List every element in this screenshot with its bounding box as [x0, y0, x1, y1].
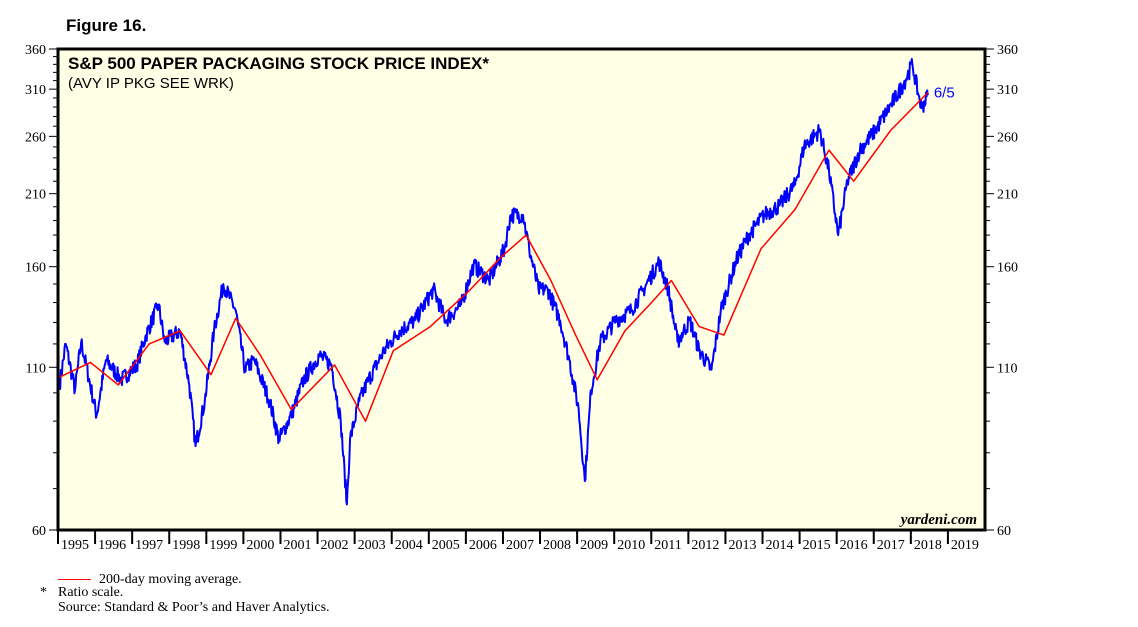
y-tick-label-left: 60	[32, 524, 46, 539]
end-date-label: 6/5	[934, 84, 955, 101]
x-tick-label: 2015	[803, 538, 831, 553]
x-tick-label: 2004	[395, 538, 423, 553]
x-tick-label: 2007	[506, 538, 534, 553]
y-tick-label-left: 360	[25, 43, 46, 58]
x-tick-label: 2011	[654, 538, 681, 553]
x-tick-label: 1997	[135, 538, 163, 553]
watermark: yardeni.com	[899, 512, 977, 528]
x-tick-label: 1995	[61, 538, 89, 553]
moving-average-line	[59, 92, 929, 422]
y-tick-label-right: 360	[997, 43, 1018, 58]
plot-frame	[56, 47, 987, 532]
chart-subtitle: (AVY IP PKG SEE WRK)	[68, 75, 234, 92]
x-tick-label: 2000	[246, 538, 274, 553]
legend-ma: 200-day moving average.	[58, 570, 242, 588]
y-tick-label-right: 110	[997, 361, 1017, 376]
y-tick-label-left: 210	[25, 188, 46, 203]
x-tick-label: 2018	[914, 538, 942, 553]
x-tick-label: 2001	[283, 538, 311, 553]
y-tick-label-right: 160	[997, 261, 1018, 276]
chart-title: S&P 500 PAPER PACKAGING STOCK PRICE INDE…	[68, 54, 489, 73]
figure-label: Figure 16.	[66, 16, 147, 35]
y-tick-label-left: 310	[25, 83, 46, 98]
x-tick-label: 1998	[172, 538, 200, 553]
y-tick-label-right: 260	[997, 130, 1018, 145]
asterisk: *	[40, 585, 47, 600]
x-tick-label: 2014	[766, 538, 794, 553]
x-tick-label: 2005	[432, 538, 460, 553]
y-tick-label-right: 210	[997, 188, 1018, 203]
x-tick-label: 2010	[617, 538, 645, 553]
x-tick-label: 2006	[469, 538, 497, 553]
plot-area	[58, 49, 985, 530]
source-note: Source: Standard & Poor’s and Haver Anal…	[58, 600, 330, 615]
x-tick-label: 2016	[840, 538, 868, 553]
x-tick-label: 2013	[728, 538, 756, 553]
x-tick-label: 1999	[209, 538, 237, 553]
price-line	[58, 58, 929, 506]
x-tick-label: 2009	[580, 538, 608, 553]
x-tick-label: 1996	[98, 538, 126, 553]
x-tick-label: 2008	[543, 538, 571, 553]
legend-ma-swatch	[58, 578, 91, 580]
x-tick-label: 2012	[691, 538, 719, 553]
y-tick-label-left: 260	[25, 130, 46, 145]
y-tick-label-left: 110	[26, 361, 46, 376]
x-tick-label: 2019	[951, 538, 979, 553]
x-tick-label: 2003	[358, 538, 386, 553]
y-tick-label-right: 60	[997, 524, 1011, 539]
ratio-note: Ratio scale.	[58, 585, 124, 600]
x-tick-label: 2017	[877, 538, 905, 553]
legend-ma-label: 200-day moving average.	[99, 572, 242, 587]
x-tick-label: 2002	[321, 538, 349, 553]
y-tick-label-right: 310	[997, 83, 1018, 98]
y-tick-label-left: 160	[25, 261, 46, 276]
